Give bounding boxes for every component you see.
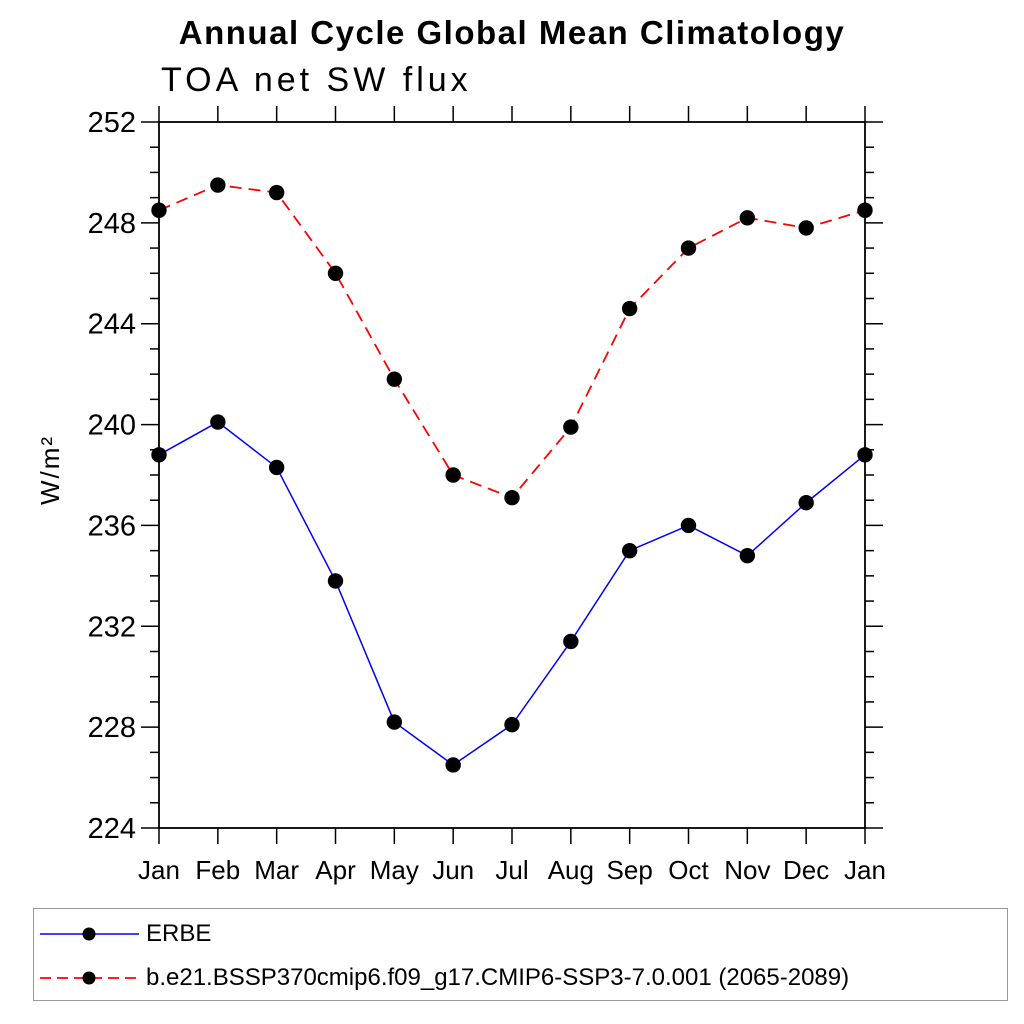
- data-point-marker: [739, 210, 756, 226]
- data-point-marker: [210, 414, 226, 430]
- x-tick-label: Jul: [495, 855, 528, 885]
- y-tick-label: 224: [88, 813, 136, 845]
- data-point-marker: [563, 419, 579, 435]
- y-tick-label: 244: [88, 309, 136, 341]
- x-tick-label: Aug: [548, 855, 594, 885]
- legend-label-model: b.e21.BSSP370cmip6.f09_g17.CMIP6-SSP3-7.…: [146, 964, 850, 991]
- legend-line-sample-solid: [40, 927, 139, 941]
- data-point-marker: [798, 220, 814, 236]
- data-point-marker: [739, 547, 756, 564]
- legend-label-erbe: ERBE: [146, 920, 212, 947]
- legend-entry-erbe: ERBE: [38, 922, 211, 946]
- data-point-marker: [621, 542, 638, 559]
- data-point-marker: [327, 573, 344, 589]
- x-axis-labels: Jan Feb Mar Apr May Jun Jul Aug Sep Oct Nov Dec Jan: [138, 855, 886, 885]
- y-tick-label: 240: [88, 410, 136, 442]
- x-axis-ticks: [158, 106, 866, 844]
- series-model: [151, 177, 873, 506]
- x-tick-label: May: [370, 855, 419, 885]
- series-line: [158, 184, 866, 499]
- chart-subtitle: TOA net SW flux: [161, 61, 472, 99]
- x-tick-label: Nov: [724, 855, 770, 885]
- x-tick-label: Jan: [138, 855, 180, 885]
- data-point-marker: [210, 177, 226, 193]
- y-axis-labels: 224 228 232 236 240 244 248 252: [88, 107, 136, 845]
- legend-box: ERBE b.e21.BSSP370cmip6.f09_g17.CMIP6-SS…: [33, 908, 1008, 1001]
- data-point-marker: [563, 633, 579, 650]
- legend-sample-marker: [82, 927, 96, 941]
- legend-entry-model: b.e21.BSSP370cmip6.f09_g17.CMIP6-SSP3-7.…: [38, 966, 849, 990]
- legend-line-sample-dashed: [40, 971, 139, 985]
- x-tick-label: Oct: [668, 855, 709, 885]
- x-tick-label: Dec: [783, 855, 829, 885]
- data-point-marker: [151, 447, 167, 463]
- data-point-marker: [504, 716, 520, 733]
- y-tick-label: 228: [88, 712, 136, 744]
- x-tick-label: Sep: [607, 855, 653, 885]
- chart-title: Annual Cycle Global Mean Climatology: [178, 14, 846, 51]
- data-point-marker: [621, 300, 638, 317]
- data-point-marker: [445, 757, 461, 773]
- x-tick-label: Jan: [844, 855, 886, 885]
- data-point-marker: [680, 517, 697, 534]
- data-point-marker: [857, 202, 873, 218]
- data-point-marker: [680, 240, 697, 256]
- data-point-marker: [504, 489, 520, 506]
- y-tick-label: 236: [88, 510, 136, 542]
- y-tick-label: 252: [88, 107, 136, 139]
- series-line: [158, 421, 866, 766]
- series-erbe: [151, 414, 873, 773]
- y-tick-label: 248: [88, 208, 136, 240]
- data-point-marker: [386, 714, 403, 730]
- data-point-marker: [386, 371, 403, 387]
- data-point-marker: [268, 459, 285, 476]
- x-tick-label: Mar: [254, 855, 299, 885]
- x-tick-label: Apr: [315, 855, 356, 885]
- data-point-marker: [857, 447, 873, 463]
- data-point-marker: [268, 184, 285, 201]
- x-tick-label: Feb: [195, 855, 240, 885]
- legend-sample-marker: [82, 971, 96, 985]
- data-point-marker: [445, 467, 461, 483]
- data-point-marker: [798, 495, 814, 511]
- data-point-marker: [151, 202, 167, 218]
- y-tick-label: 232: [88, 611, 136, 643]
- x-tick-label: Jun: [432, 855, 474, 885]
- data-point-marker: [327, 265, 344, 281]
